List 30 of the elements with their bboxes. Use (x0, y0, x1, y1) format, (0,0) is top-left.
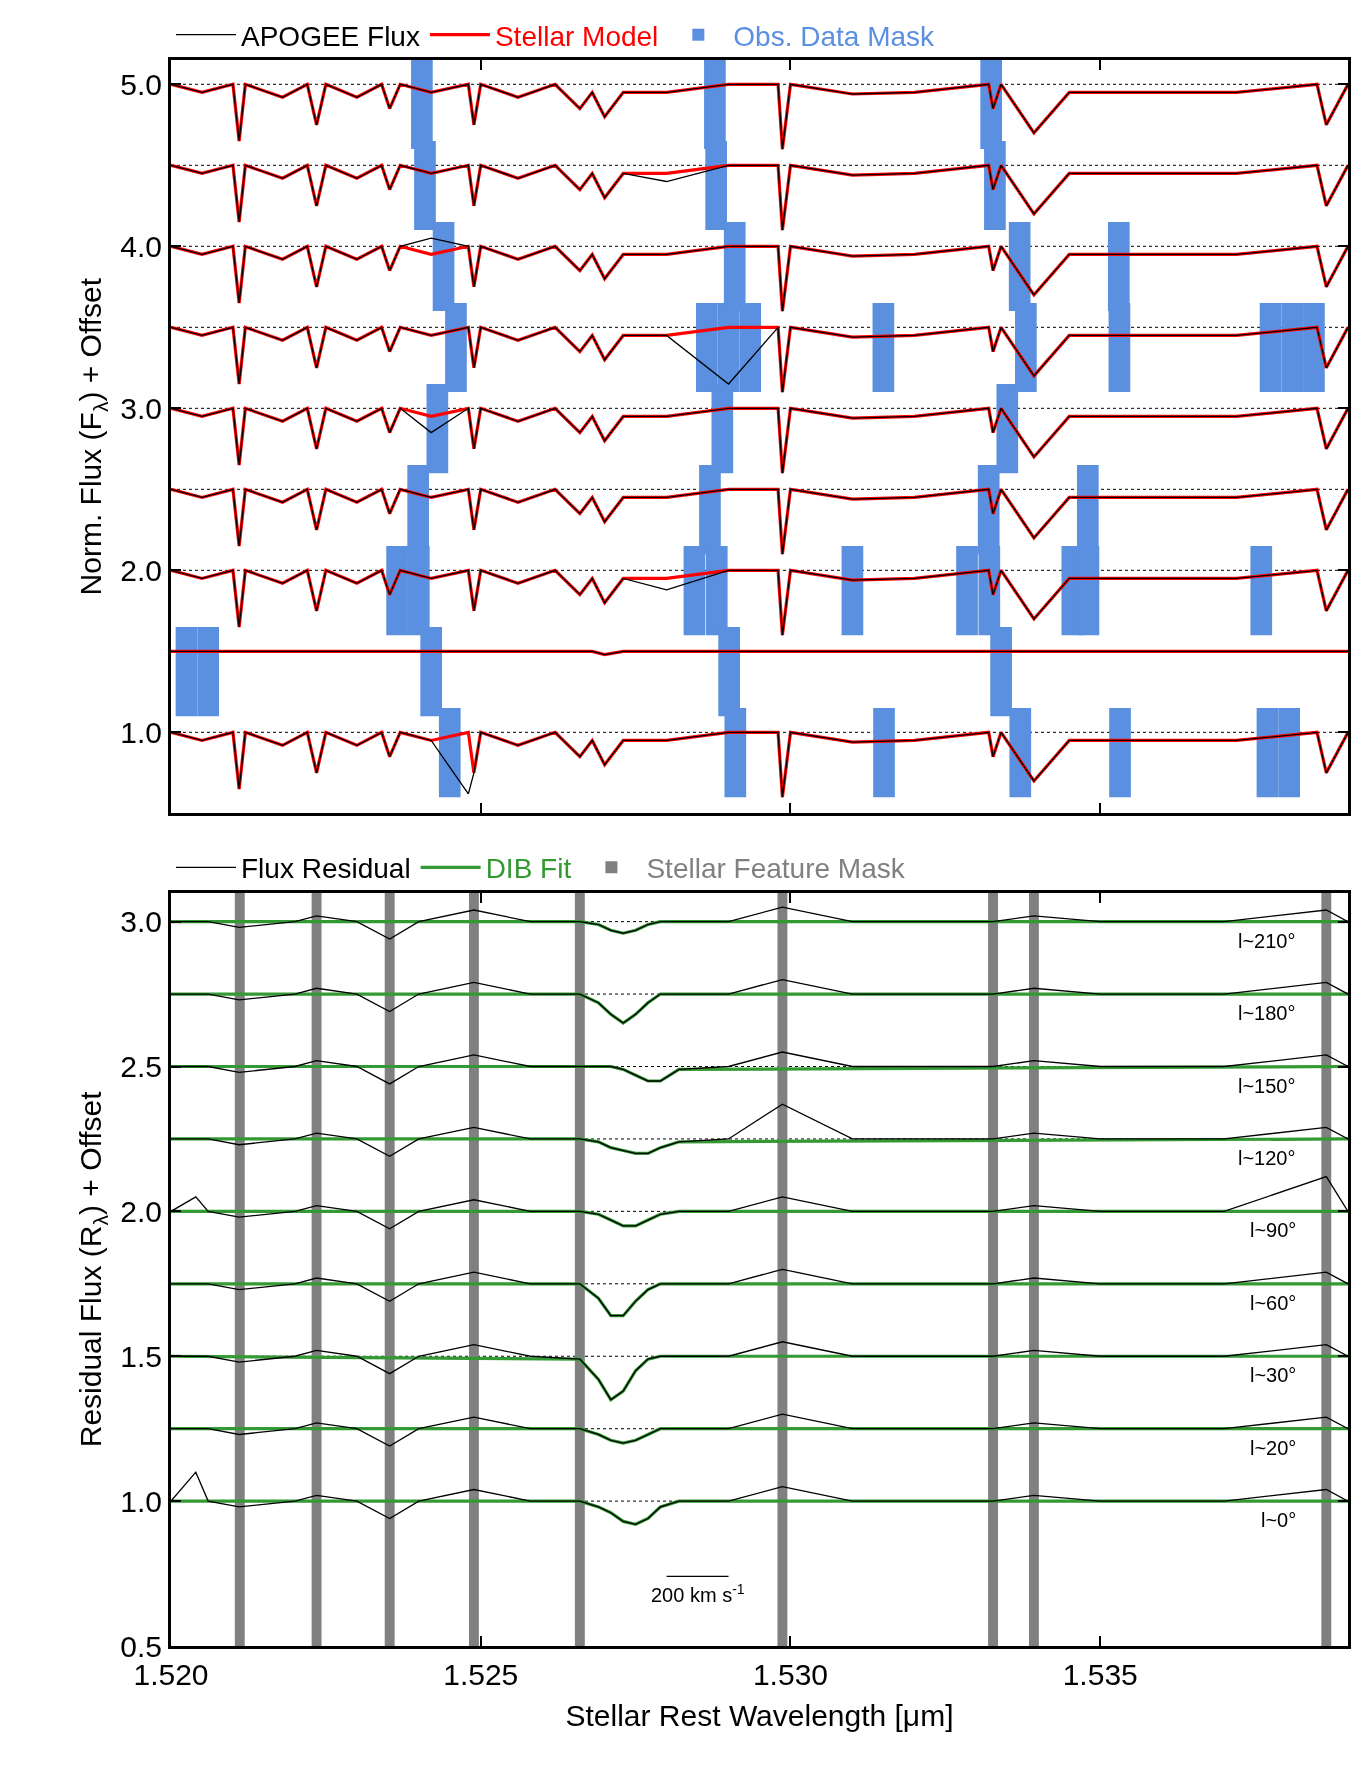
x-tick-label: 1.530 (752, 1658, 829, 1691)
annotation: l~30° (1250, 1364, 1297, 1386)
annotation: l~150° (1238, 1075, 1296, 1097)
y-tick-label: 2.0 (120, 1194, 162, 1228)
legend-label: Stellar Feature Mask (646, 853, 906, 885)
y-tick-label: 1.0 (120, 715, 162, 749)
y-tick-label: 1.0 (120, 1484, 162, 1518)
annotation: l~60° (1250, 1292, 1297, 1314)
y-tick-label: 5.0 (120, 67, 162, 101)
legend-label: DIB Fit (485, 853, 572, 885)
annotation: l~210° (1238, 930, 1296, 952)
y-tick-label: 3.0 (120, 905, 162, 939)
x-tick-label: 1.535 (1062, 1658, 1138, 1691)
y-tick-label: 2.5 (120, 1050, 162, 1083)
annotation: l~120° (1238, 1147, 1296, 1169)
annotation: 200 km s$^{-1}$ (651, 1581, 745, 1607)
y-tick-label: 1.5 (120, 1339, 162, 1373)
y-tick-label: 3.0 (120, 391, 162, 425)
legend-label: Obs. Data Mask (733, 20, 936, 52)
x-axis-title: Stellar Rest Wavelength [μm] (565, 1698, 954, 1732)
y-tick-label: 2.0 (120, 553, 162, 587)
legend-label: Stellar Model (494, 20, 659, 52)
annotation: l~90° (1250, 1219, 1297, 1241)
y-tick-label: 4.0 (120, 229, 162, 263)
x-tick-label: 1.525 (443, 1658, 519, 1691)
annotation: l~180° (1238, 1002, 1296, 1024)
annotation: l~20° (1250, 1437, 1297, 1459)
legend-label: Flux Residual (241, 853, 411, 885)
annotation: l~0° (1261, 1509, 1297, 1531)
legend-label: APOGEE Flux (241, 20, 420, 52)
